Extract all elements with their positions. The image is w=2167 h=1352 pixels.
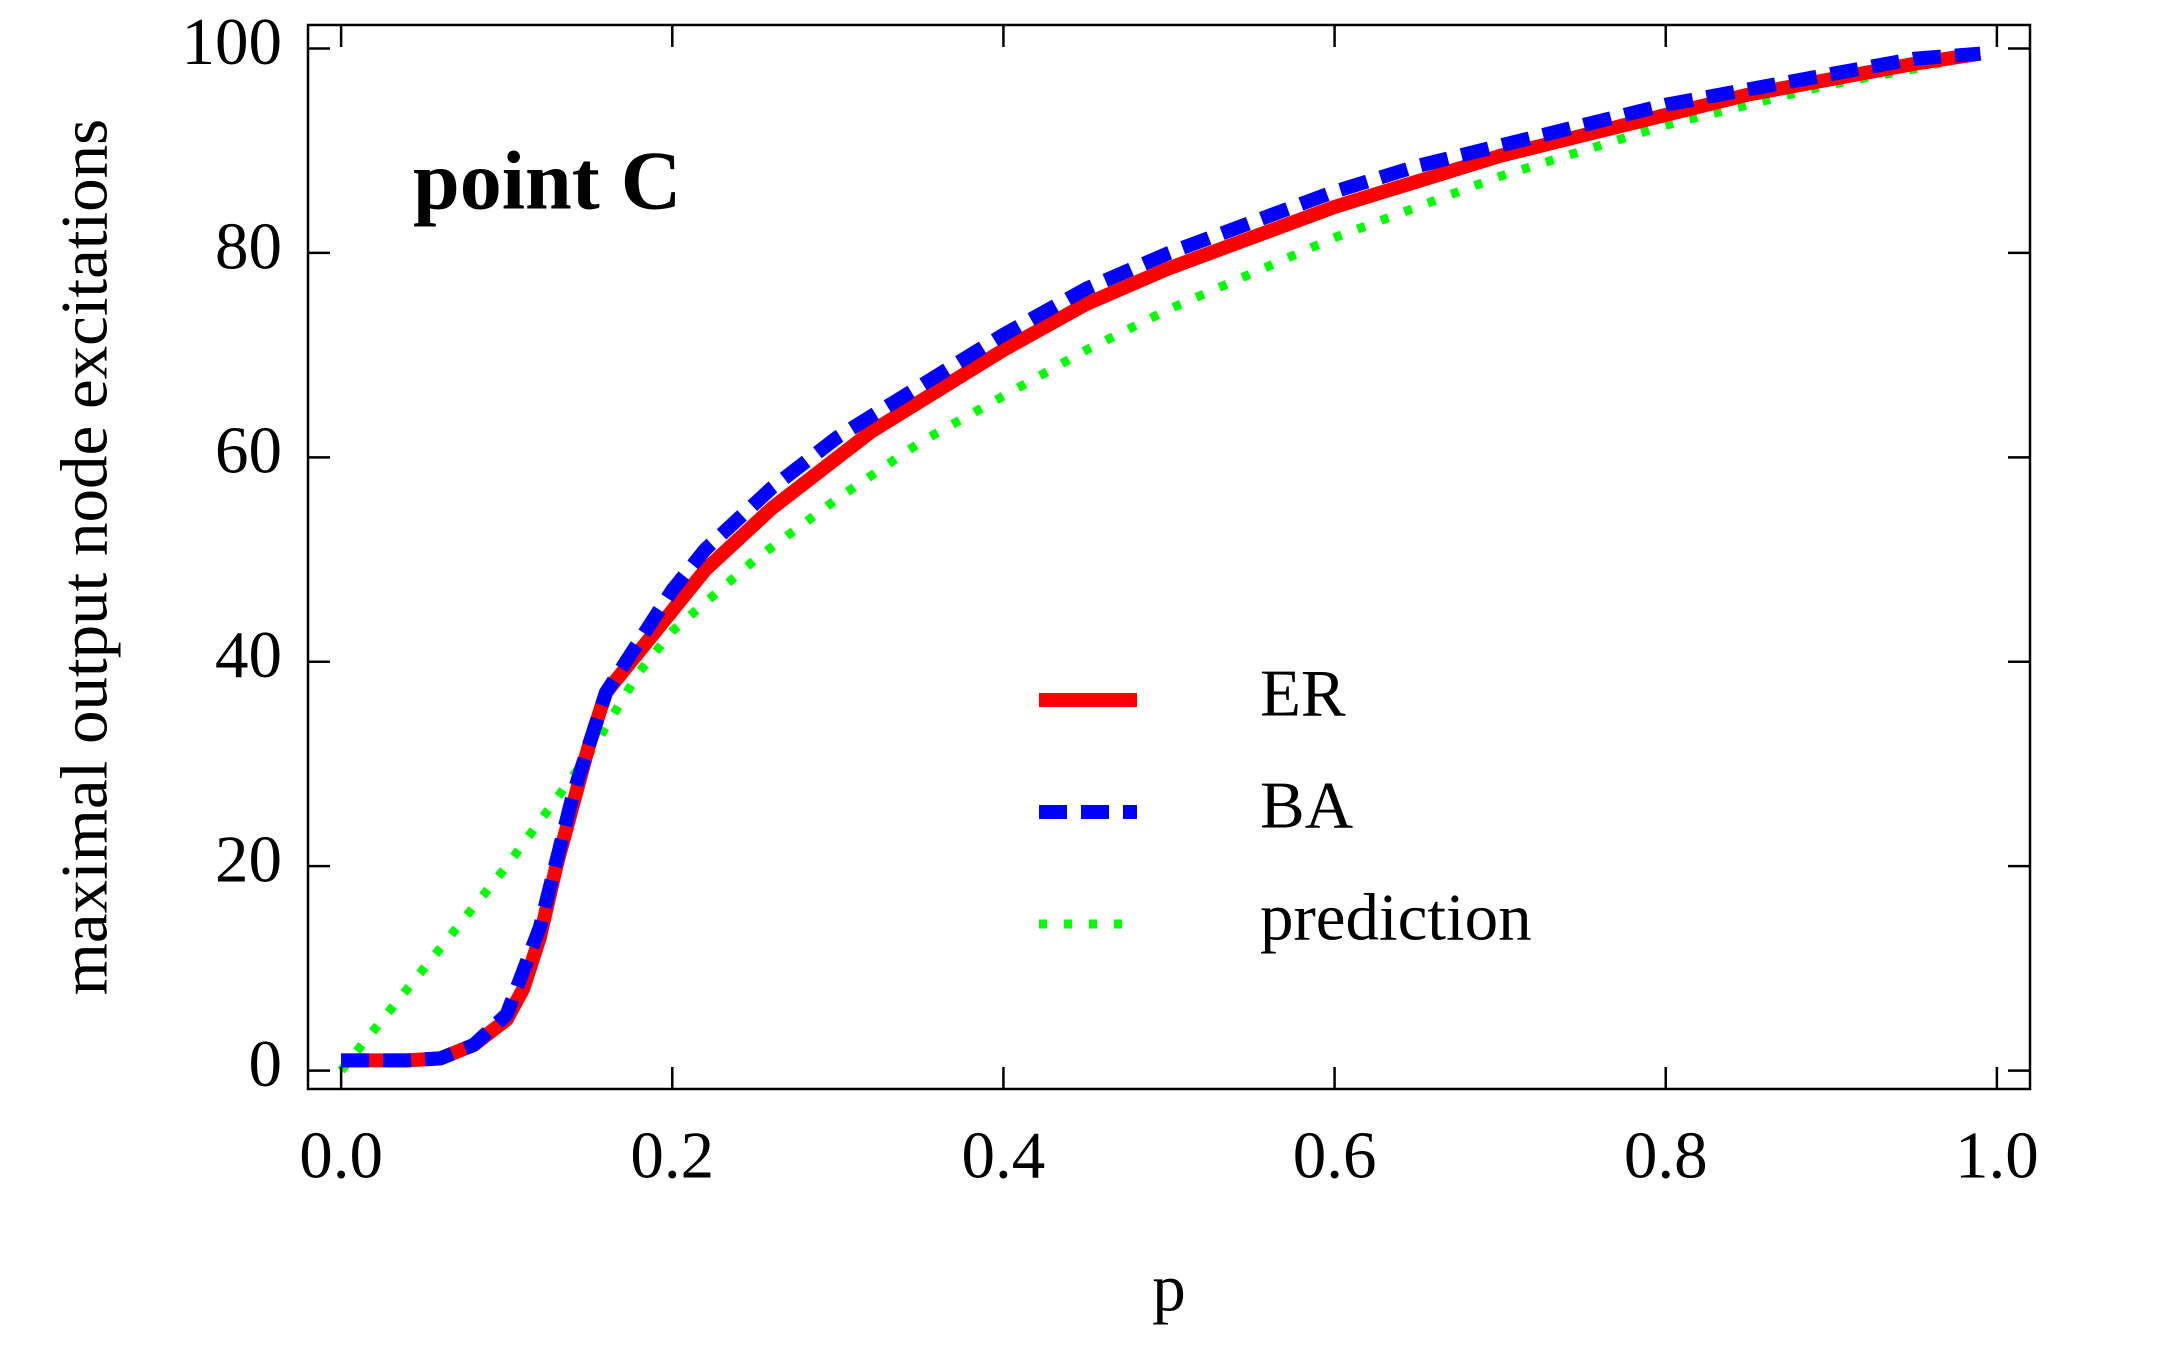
- legend-label: ER: [1260, 656, 1346, 730]
- y-tick-label: 60: [215, 414, 282, 488]
- legend-label: BA: [1260, 768, 1353, 842]
- x-tick-label: 1.0: [1955, 1118, 2039, 1192]
- y-tick-label: 80: [215, 209, 282, 283]
- x-tick-label: 0.6: [1293, 1118, 1377, 1192]
- series-line: [341, 46, 1982, 1068]
- x-tick-label: 0.8: [1624, 1118, 1708, 1192]
- y-tick-label: 20: [215, 823, 282, 897]
- plot-frame: [306, 23, 2032, 1091]
- x-tick-label: 0.4: [962, 1118, 1046, 1192]
- legend-label: prediction: [1260, 880, 1532, 954]
- x-axis-label: p: [1152, 1251, 1186, 1325]
- y-axis-label: maximal output node excitations: [47, 119, 121, 995]
- plot-area: [337, 46, 1982, 1074]
- x-tick-label: 0.2: [630, 1118, 714, 1192]
- y-tick-label: 0: [249, 1027, 283, 1101]
- series-line: [337, 49, 1982, 1074]
- annotation: point C: [413, 134, 681, 227]
- y-tick-label: 100: [182, 5, 283, 79]
- x-tick-label: 0.0: [299, 1118, 383, 1192]
- y-tick-label: 40: [215, 618, 282, 692]
- series-line: [341, 46, 1981, 1068]
